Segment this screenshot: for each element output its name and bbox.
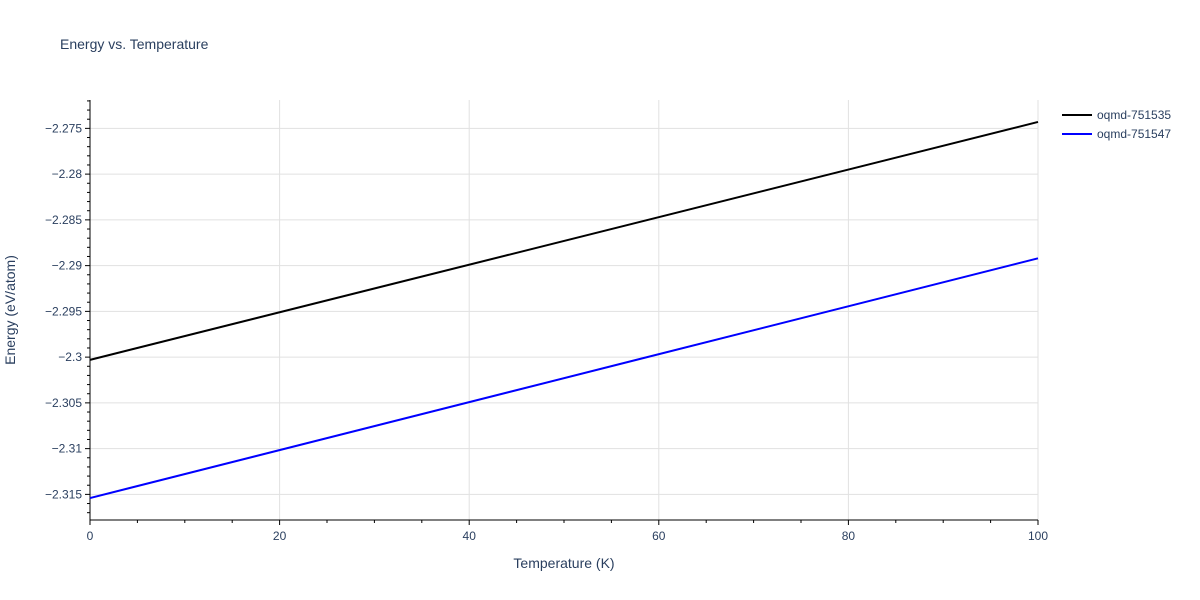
legend-label: oqmd-751547 <box>1097 127 1171 141</box>
y-axis-title: Energy (eV/atom) <box>2 255 18 365</box>
x-tick-label: 20 <box>273 529 287 543</box>
y-tick-label: −2.315 <box>45 487 82 501</box>
x-tick-label: 0 <box>87 529 94 543</box>
x-tick-label: 80 <box>842 529 856 543</box>
tick-labels: 0 20 40 60 80 100 −2.315 −2.31 −2.305 −2.3 −2.295 −… <box>45 121 1048 543</box>
legend[interactable]: oqmd-751535 oqmd-751547 <box>1062 108 1171 141</box>
x-tick-label: 60 <box>652 529 666 543</box>
y-tick-label: −2.275 <box>45 121 82 135</box>
grid-lines <box>90 100 1039 520</box>
y-tick-label: −2.28 <box>52 167 83 181</box>
legend-label: oqmd-751535 <box>1097 108 1171 122</box>
y-tick-label: −2.29 <box>52 259 83 273</box>
series-lines <box>89 120 1039 500</box>
y-tick-label: −2.285 <box>45 213 82 227</box>
legend-item-oqmd-751535[interactable]: oqmd-751535 <box>1062 108 1171 122</box>
x-axis-title: Temperature (K) <box>513 555 614 571</box>
legend-item-oqmd-751547[interactable]: oqmd-751547 <box>1062 127 1171 141</box>
y-tick-label: −2.31 <box>52 442 83 456</box>
y-tick-label: −2.305 <box>45 396 82 410</box>
x-tick-label: 40 <box>463 529 477 543</box>
axes <box>85 100 1039 525</box>
x-tick-label: 100 <box>1028 529 1048 543</box>
series-line-oqmd-751535 <box>89 120 1039 361</box>
y-tick-label: −2.3 <box>58 350 82 364</box>
series-line-oqmd-751547 <box>89 257 1039 500</box>
chart-title: Energy vs. Temperature <box>60 36 209 52</box>
y-tick-label: −2.295 <box>45 304 82 318</box>
